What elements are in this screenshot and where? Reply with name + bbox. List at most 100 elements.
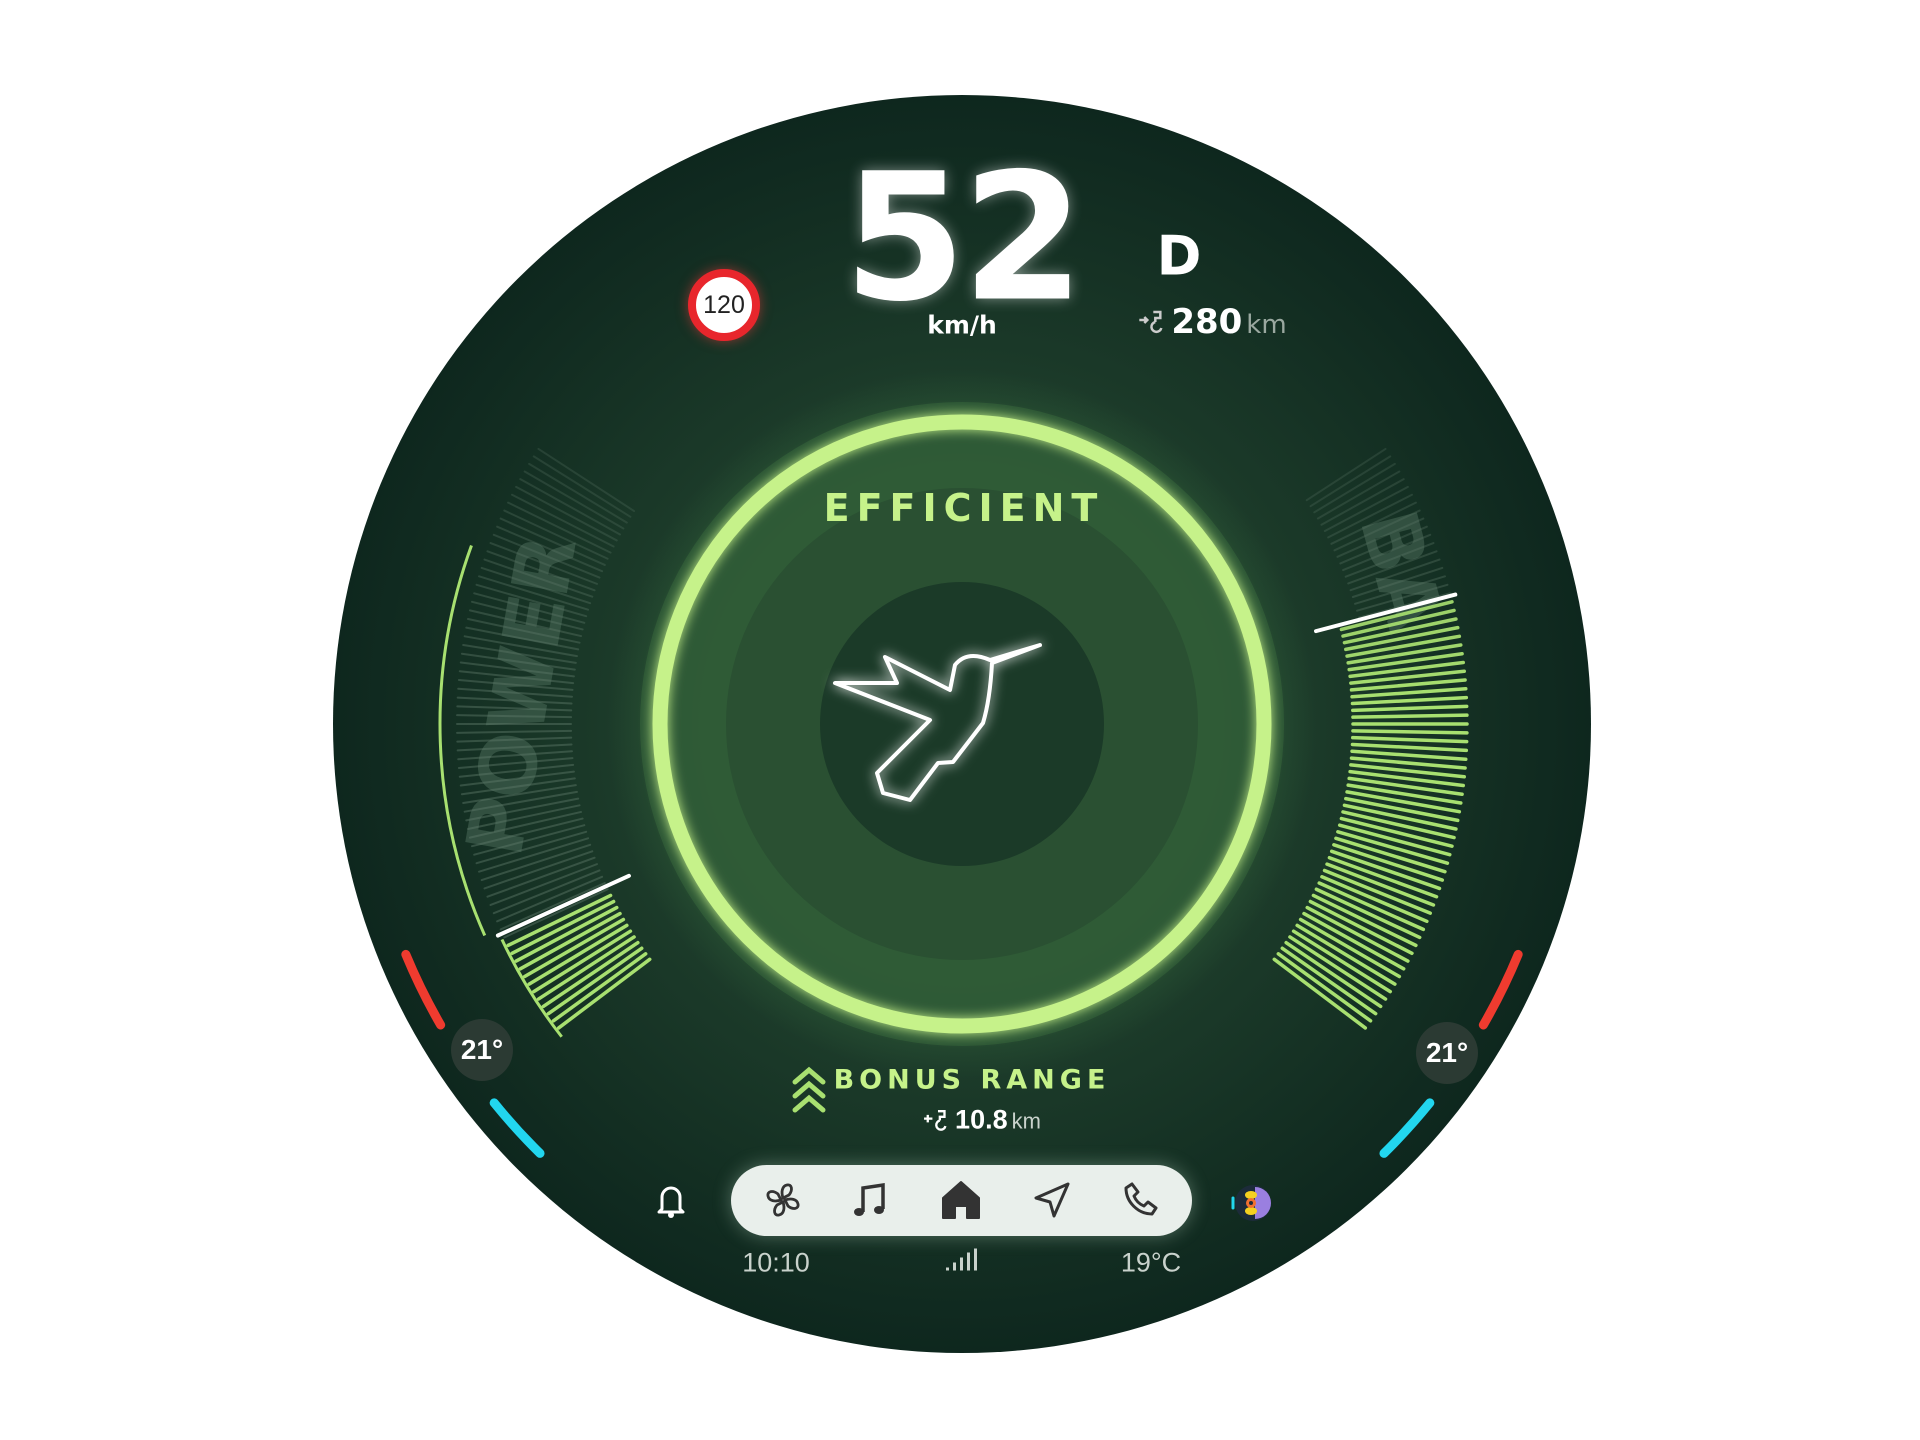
power-tick-lit (536, 935, 636, 1001)
battery-tick-lit (1344, 625, 1460, 652)
battery-tick-lit (1305, 905, 1410, 963)
power-level-marker (495, 873, 631, 938)
power-tick-lit (510, 899, 616, 956)
battery-tick (1349, 558, 1441, 592)
battery-tick-lit (1350, 687, 1468, 699)
speed-value: 52 (843, 135, 1085, 341)
battery-tick-lit (1347, 776, 1464, 797)
battery-tick-lit (1337, 823, 1452, 857)
power-tick (473, 824, 586, 856)
battery-tick-lit (1320, 875, 1429, 924)
power-tick (528, 462, 628, 524)
battery-tick-lit (1311, 893, 1418, 948)
power-tick (460, 777, 576, 796)
nav-home-button[interactable] (933, 1172, 989, 1228)
power-tick (483, 558, 594, 598)
power-tick (486, 550, 596, 592)
nav-media-button[interactable] (842, 1172, 898, 1228)
power-level-outline (500, 938, 563, 1038)
battery-tick-lit (1280, 946, 1378, 1016)
battery-tick-lit (1329, 849, 1442, 891)
battery-tick (1309, 455, 1392, 508)
power-tick (456, 743, 573, 752)
battery-tick-lit (1349, 678, 1467, 692)
speed-unit: km/h (927, 310, 997, 340)
power-tick (458, 670, 575, 685)
battery-tick-lit (1349, 756, 1467, 770)
power-tick (468, 609, 583, 638)
power-tick (471, 817, 584, 848)
battery-tick-lit (1351, 735, 1469, 744)
battery-tick (1351, 566, 1444, 598)
speed-limit-sign: 120 (688, 269, 760, 341)
nav-phone-button[interactable] (1112, 1172, 1168, 1228)
assistant-avatar-icon (1231, 1185, 1271, 1221)
battery-tick (1344, 542, 1435, 578)
bell-icon (657, 1186, 685, 1218)
power-tick (465, 626, 580, 651)
battery-tick (1339, 525, 1428, 565)
power-tick (456, 736, 573, 743)
power-tick (478, 575, 590, 611)
battery-tick-lit (1348, 769, 1465, 788)
power-tick (511, 493, 615, 548)
right-temp-value: 21° (1425, 1037, 1469, 1068)
power-tick (460, 652, 576, 671)
battery-tick (1333, 509, 1421, 552)
battery-tick-lit (1295, 923, 1397, 986)
power-tick-lit (531, 929, 633, 994)
power-tick (456, 705, 573, 712)
power-tick (537, 447, 636, 513)
power-tick (475, 583, 588, 618)
power-tick (475, 830, 588, 865)
notifications-button[interactable] (643, 1172, 699, 1228)
nav-navigation-button[interactable] (1024, 1172, 1080, 1228)
battery-tick (1327, 493, 1413, 539)
power-tick (463, 790, 578, 813)
power-tick (462, 784, 577, 804)
power-tick (468, 810, 583, 839)
left-temp-value: 21° (460, 1034, 504, 1065)
battery-tick-lit (1350, 695, 1469, 706)
power-tick (456, 729, 573, 734)
drive-mode-label: EFFICIENT (823, 486, 1105, 530)
signal-bars-icon (946, 1248, 977, 1271)
power-tick (456, 714, 573, 719)
battery-tick-lit (1350, 749, 1468, 761)
left-temp-button[interactable]: 21° (451, 1019, 513, 1081)
navigation-arrow-icon (1034, 1182, 1070, 1218)
assistant-button[interactable] (1223, 1175, 1279, 1231)
battery-tick-lit (1291, 929, 1393, 994)
battery-tick-lit (1276, 952, 1373, 1023)
nav-climate-button[interactable] (755, 1172, 811, 1228)
power-tick (465, 797, 580, 822)
power-tick (523, 470, 625, 530)
power-tick-lit (551, 952, 648, 1023)
battery-tick-lit (1346, 783, 1463, 805)
right-temp-button[interactable]: 21° (1416, 1022, 1478, 1084)
power-tick (496, 875, 604, 923)
range-readout: 280 km (1137, 302, 1287, 342)
power-tick (459, 770, 575, 787)
battery-tick-lit (1317, 881, 1426, 932)
left-temp-hot-arc (401, 949, 446, 1030)
power-tick (492, 533, 601, 579)
battery-tick (1357, 592, 1451, 619)
range-unit: km (1246, 310, 1287, 340)
power-tick-lit (556, 957, 652, 1030)
power-tick (462, 644, 577, 664)
power-tick (471, 600, 584, 631)
power-tick (456, 696, 573, 705)
battery-tick-lit (1349, 763, 1466, 779)
battery-tick (1323, 485, 1409, 533)
power-tick (503, 509, 609, 560)
bonus-range-unit: km (1011, 1108, 1041, 1134)
battery-tick-lit (1351, 729, 1469, 735)
battery-tick-lit (1341, 608, 1456, 638)
left-temp-cold-arc (489, 1098, 545, 1158)
power-limit-outline (438, 544, 487, 937)
ev-plug-icon (1139, 310, 1163, 334)
power-tick (519, 478, 622, 536)
battery-tick-lit (1342, 803, 1458, 831)
bonus-range-label: BONUS RANGE (833, 1064, 1111, 1096)
